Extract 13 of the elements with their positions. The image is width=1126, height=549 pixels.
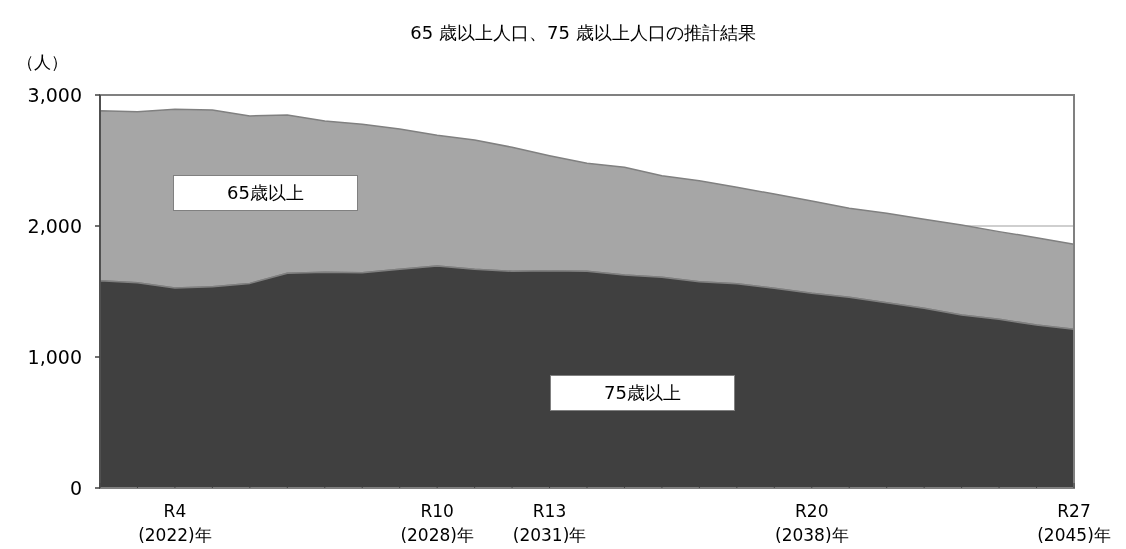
x-tick-label: R4 (2022)年	[138, 501, 212, 545]
chart-title: 65 歳以上人口、75 歳以上人口の推計結果	[410, 22, 756, 43]
y-tick-label: 0	[69, 477, 82, 499]
x-tick-label: R20 (2038)年	[775, 501, 849, 545]
x-tick-label: R13 (2031)年	[512, 501, 587, 545]
y-axis-title: （人）	[16, 52, 68, 72]
picture-label-box: 75歳以上	[550, 375, 735, 411]
x-tick-label: R27 (2045)年	[1037, 501, 1111, 545]
y-tick-label: 1,000	[27, 346, 82, 368]
y-tick-label: 3,000	[27, 84, 82, 106]
picture-label-box: 65歳以上	[173, 175, 358, 211]
x-tick-label: R10 (2028)年	[400, 501, 474, 545]
y-tick-label: 2,000	[27, 215, 82, 237]
